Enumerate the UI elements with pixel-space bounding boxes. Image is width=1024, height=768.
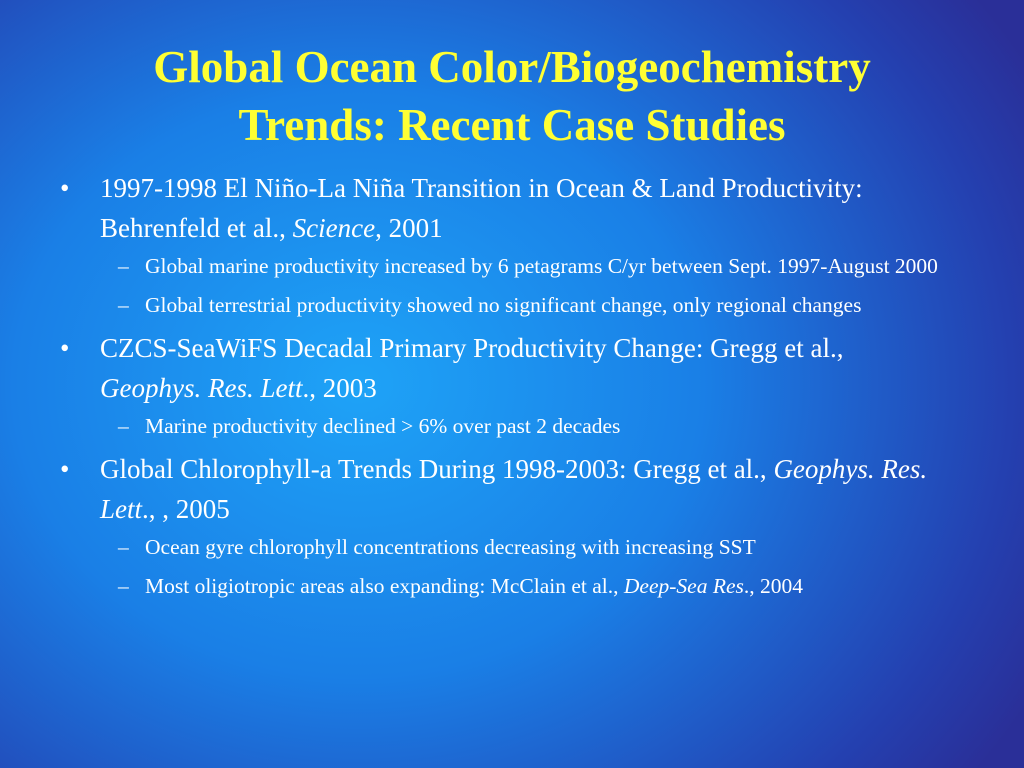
bullet: CZCS-SeaWiFS Decadal Primary Productivit…	[60, 328, 950, 408]
slide-title: Global Ocean Color/Biogeochemistry Trend…	[0, 38, 1024, 154]
bullet-list: 1997-1998 El Niño-La Niña Transition in …	[0, 168, 1000, 609]
italic-text: Science	[292, 213, 376, 243]
italic-text: Geophys. Res. Lett	[100, 373, 303, 403]
sub-bullet: Ocean gyre chlorophyll concentrations de…	[118, 531, 975, 564]
text-span: Most oligiotropic areas also expanding: …	[145, 574, 624, 598]
text-span: Marine productivity declined > 6% over p…	[145, 414, 621, 438]
text-span: Ocean gyre chlorophyll concentrations de…	[145, 535, 756, 559]
text-span: , 2001	[375, 213, 443, 243]
text-span: CZCS-SeaWiFS Decadal Primary Productivit…	[100, 333, 844, 363]
bullet-group: CZCS-SeaWiFS Decadal Primary Productivit…	[0, 328, 1000, 443]
bullet: 1997-1998 El Niño-La Niña Transition in …	[60, 168, 950, 248]
sub-bullet: Marine productivity declined > 6% over p…	[118, 410, 975, 443]
text-span: ., 2003	[302, 373, 377, 403]
text-span: 1997-1998 El Niño-La Niña Transition in …	[100, 173, 863, 243]
text-span: Global Chlorophyll-a Trends During 1998-…	[100, 454, 774, 484]
title-line: Trends: Recent Case Studies	[238, 100, 786, 150]
text-span: ., 2004	[743, 574, 803, 598]
sub-bullet: Global terrestrial productivity showed n…	[118, 289, 975, 322]
bullet-group: Global Chlorophyll-a Trends During 1998-…	[0, 449, 1000, 603]
text-span: Global marine productivity increased by …	[145, 254, 938, 278]
bullet: Global Chlorophyll-a Trends During 1998-…	[60, 449, 950, 529]
title-line: Global Ocean Color/Biogeochemistry	[153, 42, 871, 92]
italic-text: Geophys. Res. Lett	[100, 454, 928, 524]
text-span: Global terrestrial productivity showed n…	[145, 293, 862, 317]
text-span: ., , 2005	[142, 494, 230, 524]
italic-text: Deep-Sea Res	[623, 574, 744, 598]
sub-bullet: Global marine productivity increased by …	[118, 250, 975, 283]
bullet-group: 1997-1998 El Niño-La Niña Transition in …	[0, 168, 1000, 322]
sub-bullet: Most oligiotropic areas also expanding: …	[118, 570, 975, 603]
